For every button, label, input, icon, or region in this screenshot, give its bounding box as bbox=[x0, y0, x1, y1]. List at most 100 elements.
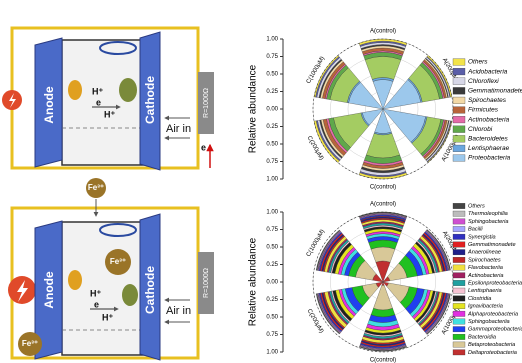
iron-label: Fe³⁺ bbox=[110, 257, 126, 266]
legend-label: Gemmatimonadete bbox=[468, 88, 522, 95]
cathode-label: Cathode bbox=[143, 76, 157, 124]
legend-label: Others bbox=[468, 203, 485, 209]
legend-swatch bbox=[453, 319, 465, 324]
page-body: Anode Cathode H⁺ e H⁺ Air in R=1000Ω e A… bbox=[0, 0, 522, 363]
legend-label: Actinobacteria bbox=[467, 116, 510, 123]
legend-label: Alphaproteobacteria bbox=[467, 311, 518, 317]
legend-label: Bacteroidetes bbox=[468, 136, 508, 143]
chamber bbox=[62, 40, 150, 165]
y-tick-label: 0.75 bbox=[266, 54, 278, 60]
legend-swatch bbox=[453, 107, 465, 114]
proton-label: H⁺ bbox=[92, 86, 103, 96]
legend-swatch bbox=[453, 334, 465, 339]
y-tick-label: 1.00 bbox=[266, 37, 278, 43]
category-label: C(control) bbox=[370, 185, 396, 191]
legend-swatch bbox=[453, 219, 465, 224]
legend-swatch bbox=[453, 303, 465, 308]
page: Microbial fuel cell figure {"diagrams": … bbox=[0, 0, 522, 363]
legend-swatch bbox=[453, 126, 465, 133]
iron-label: Fe³⁺ bbox=[22, 339, 38, 348]
y-tick-label: 0.50 bbox=[266, 245, 278, 251]
legend-label: Sphingobacteriia bbox=[468, 319, 510, 325]
stack-segment bbox=[366, 133, 400, 158]
y-tick-label: 0.50 bbox=[266, 142, 278, 148]
legend-label: Flavobacteriia bbox=[468, 265, 503, 271]
legend-swatch bbox=[453, 226, 465, 231]
bacteria-cluster bbox=[119, 78, 137, 102]
legend-swatch bbox=[453, 59, 465, 66]
anode-label: Anode bbox=[42, 86, 56, 124]
legend-swatch bbox=[453, 242, 465, 247]
legend-label: Chloroflexi bbox=[468, 78, 499, 85]
stack-segment bbox=[371, 247, 395, 262]
bacteria-cluster bbox=[68, 80, 82, 100]
y-tick-label: 1.00 bbox=[266, 350, 278, 356]
legend-label: Actinobacteria bbox=[467, 273, 503, 279]
stack-segment bbox=[365, 57, 401, 80]
legend-label: Firmicutes bbox=[468, 107, 499, 114]
legend-swatch bbox=[453, 311, 465, 316]
legend-swatch bbox=[453, 135, 465, 142]
proton-label: H⁺ bbox=[102, 312, 113, 322]
legend-label: Acidobacteria bbox=[467, 68, 508, 75]
category-label: C(200μM) bbox=[306, 308, 325, 334]
legend-label: Chlorobi bbox=[468, 126, 493, 133]
figure: Anode Cathode H⁺ e H⁺ Air in R=1000Ω e A… bbox=[0, 0, 522, 363]
cell-diagram-top: Anode Cathode H⁺ e H⁺ Air in R=1000Ω e bbox=[2, 28, 214, 170]
y-tick-label: 0.75 bbox=[266, 159, 278, 165]
legend-label: Epsilonproteobacteria bbox=[468, 280, 522, 286]
electron-label: e bbox=[94, 299, 99, 309]
legend-label: Others bbox=[468, 59, 488, 66]
legend-swatch bbox=[453, 288, 465, 293]
y-tick-label: 0.50 bbox=[266, 72, 278, 78]
proton-label: H⁺ bbox=[90, 288, 101, 298]
air-label: Air in bbox=[166, 123, 191, 135]
category-label: A(control) bbox=[370, 202, 396, 208]
electron-label: e bbox=[201, 142, 206, 152]
category-label: A(control) bbox=[370, 29, 396, 35]
legend-label: Lentisphaeria bbox=[468, 288, 502, 294]
legend-swatch bbox=[453, 68, 465, 75]
legend-swatch bbox=[453, 280, 465, 285]
legend-swatch bbox=[453, 145, 465, 152]
y-tick-label: 0.75 bbox=[266, 332, 278, 338]
legend-swatch bbox=[453, 78, 465, 85]
legend-label: Bacteroidia bbox=[468, 334, 496, 340]
y-tick-label: 0.75 bbox=[266, 227, 278, 233]
legend-label: Thermoleophilia bbox=[468, 211, 508, 217]
bacteria-cluster bbox=[122, 284, 138, 306]
y-tick-label: 1.00 bbox=[266, 177, 278, 183]
category-label: C(control) bbox=[370, 358, 396, 363]
legend-swatch bbox=[453, 155, 465, 162]
legend-swatch bbox=[453, 203, 465, 208]
proton-label: H⁺ bbox=[104, 109, 115, 119]
legend-label: Spirochaetes bbox=[468, 97, 507, 104]
legend-swatch bbox=[453, 234, 465, 239]
cell-diagram-bottom: Anode Cathode Fe³⁺ Fe³⁺ Fe³⁺ H⁺ e H⁺ Air… bbox=[8, 178, 214, 360]
legend-label: Synergistia bbox=[468, 234, 496, 240]
legend-label: Bacilli bbox=[468, 227, 483, 233]
y-tick-label: 0.25 bbox=[266, 89, 278, 95]
legend-swatch bbox=[453, 273, 465, 278]
legend-label: Deltaproteobacteria bbox=[468, 350, 517, 356]
y-tick-label: 0.00 bbox=[266, 280, 278, 286]
y-tick-label: 0.25 bbox=[266, 262, 278, 268]
legend-swatch bbox=[453, 327, 465, 332]
resistor-label: R=1000Ω bbox=[203, 268, 210, 298]
y-tick-label: 0.25 bbox=[266, 124, 278, 130]
electron-label: e bbox=[96, 97, 101, 107]
legend-label: Clostridia bbox=[468, 296, 491, 302]
legend-label: Sphingobacteria bbox=[468, 219, 508, 225]
legend-label: Betaproteobacteria bbox=[468, 342, 515, 348]
legend-label: Gemmatimonadete bbox=[468, 242, 516, 248]
legend-label: Proteobacteria bbox=[468, 155, 511, 162]
legend-label: Ignavibacteria bbox=[468, 304, 503, 310]
bacteria-cluster bbox=[68, 270, 82, 290]
y-axis-label: Relative abundance bbox=[248, 237, 259, 326]
legend-swatch bbox=[453, 116, 465, 123]
y-tick-label: 0.00 bbox=[266, 107, 278, 113]
air-label: Air in bbox=[166, 305, 191, 317]
legend-swatch bbox=[453, 97, 465, 104]
legend-swatch bbox=[453, 211, 465, 216]
legend-swatch bbox=[453, 350, 465, 355]
